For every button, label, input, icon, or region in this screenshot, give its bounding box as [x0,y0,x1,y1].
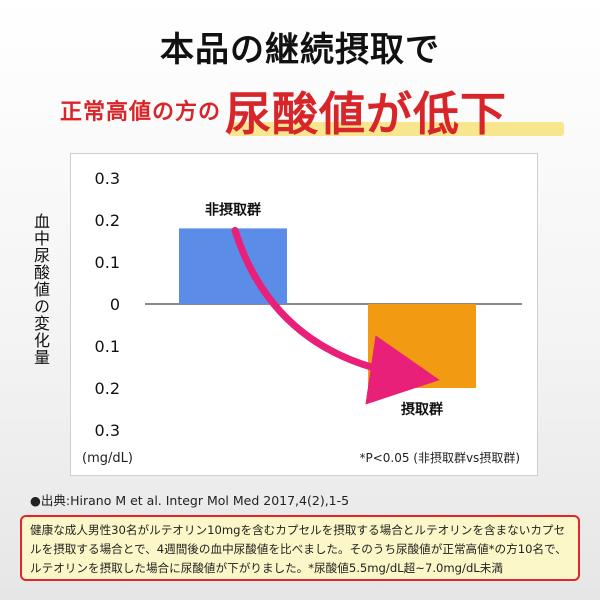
headline-sub: 正常高値の方の 尿酸値が低下 [0,80,600,141]
y-tick-label: 0.2 [95,211,120,230]
headline-main: 本品の継続摂取で [160,30,440,70]
bar-non-intake-group [179,228,287,304]
study-note: 健康な成人男性30名がルテオリン10mgを含むカプセルを摂取する場合とルテオリン… [20,515,580,581]
unit-label: (mg/dL) [82,451,133,466]
headline-sub-emphasis: 尿酸値が低下 [225,87,507,141]
y-tick-label: 0 [110,295,120,314]
source-citation: ●出典:Hirano M et al. Integr Mol Med 2017,… [30,493,350,508]
headline-sub-prefix: 正常高値の方の [60,100,222,125]
y-tick-label: 0.2 [95,379,120,398]
y-tick-label: 0.3 [95,421,120,440]
bar-intake-group [368,304,476,388]
y-tick-label: 0.1 [95,253,120,272]
y-tick-label: 0.3 [95,169,120,188]
category-label: 摂取群 [401,401,443,418]
significance-note: *P<0.05 (非摂取群vs摂取群) [359,450,520,465]
category-label: 非摂取群 [205,201,261,218]
y-axis-label: 血中尿酸値の変化量 [31,213,50,366]
decrease-arrow [231,226,440,405]
highlight-underline [228,122,564,136]
y-tick-label: 0.1 [95,337,120,356]
